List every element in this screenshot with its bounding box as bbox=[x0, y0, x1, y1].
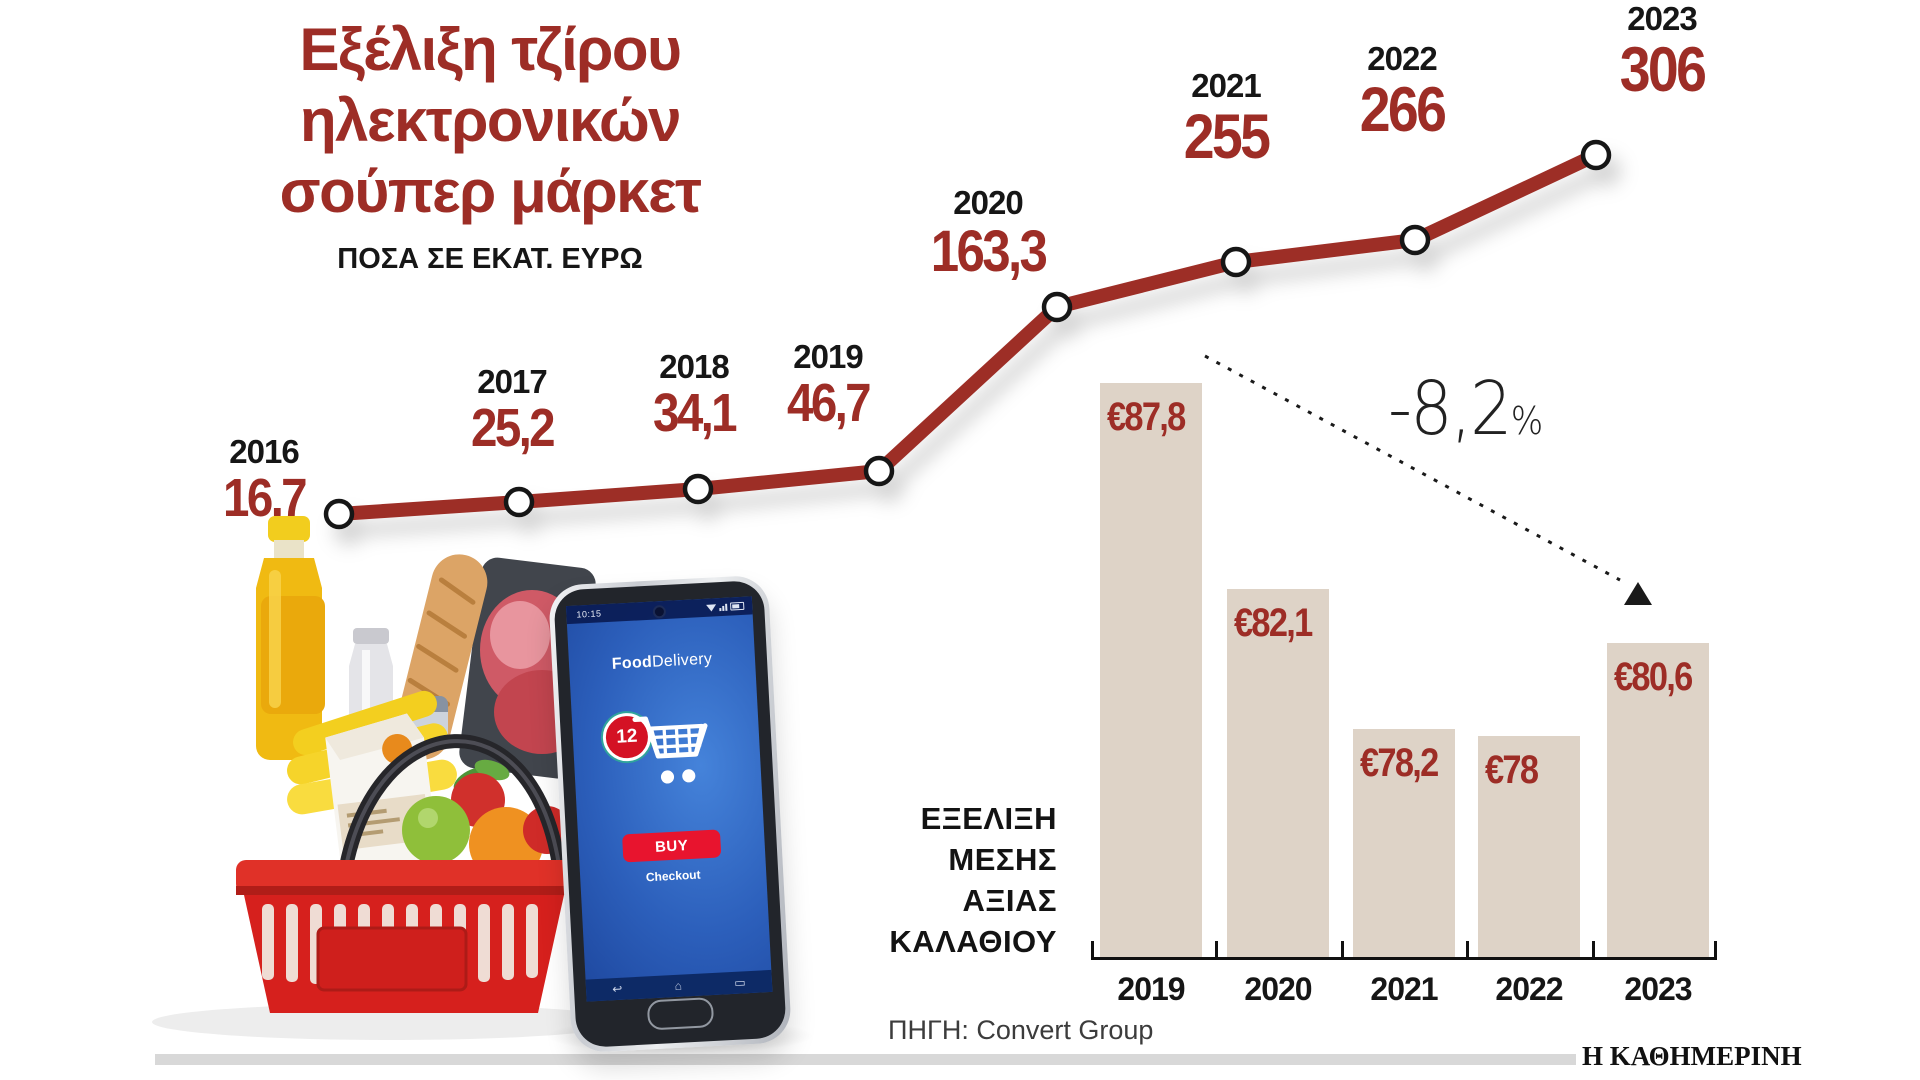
bar: €82,1 bbox=[1227, 589, 1329, 960]
source-credit: ΠΗΓΗ: Convert Group bbox=[888, 1015, 1154, 1045]
footer-divider bbox=[155, 1054, 1576, 1065]
arrowhead-icon bbox=[1624, 582, 1652, 605]
bar-value-label: €80,6 bbox=[1614, 655, 1693, 699]
line-point-label: 2019 46,7 bbox=[781, 338, 874, 431]
line-year-label: 2019 bbox=[793, 338, 863, 375]
checkout-label: Checkout bbox=[645, 867, 701, 885]
home-icon: ⌂ bbox=[674, 978, 683, 993]
bar-year-label: 2020 bbox=[1244, 971, 1312, 1007]
line-year-label: 2018 bbox=[659, 348, 729, 385]
ground-shadow bbox=[152, 1004, 620, 1040]
battery-icon bbox=[730, 601, 745, 611]
line-value-label: 266 bbox=[1359, 75, 1447, 145]
axis-tick bbox=[1714, 941, 1717, 960]
line-year-label: 2020 bbox=[953, 184, 1023, 221]
axis-tick bbox=[1341, 941, 1344, 960]
line-value-label: 34,1 bbox=[653, 383, 738, 443]
line-year-label: 2017 bbox=[477, 363, 547, 400]
percent-sign: % bbox=[1510, 399, 1544, 443]
line-value-label: 306 bbox=[1619, 35, 1707, 105]
chart-units-subtitle: ΠΟΣΑ ΣΕ ΕΚΑΤ. ΕΥΡΩ bbox=[337, 243, 643, 275]
bar: €78 bbox=[1478, 736, 1580, 960]
axis-tick bbox=[1592, 941, 1595, 960]
bar-year-label: 2022 bbox=[1495, 971, 1563, 1007]
buy-button: BUY bbox=[622, 829, 722, 863]
data-point-marker bbox=[1580, 139, 1612, 171]
line-value-label: 25,2 bbox=[471, 398, 556, 458]
line-year-label: 2016 bbox=[229, 433, 299, 470]
bar-chart-caption: ΕΞΕΛΙΞΗ ΜΕΣΗΣ ΑΞΙΑΣ ΚΑΛΑΘΙΟΥ bbox=[889, 798, 1057, 962]
line-year-label: 2023 bbox=[1627, 0, 1697, 37]
oil-bottle bbox=[256, 516, 325, 760]
bar-year-label: 2023 bbox=[1624, 971, 1692, 1007]
caption-line: ΜΕΣΗΣ bbox=[948, 842, 1057, 877]
bar-value-label: €87,8 bbox=[1107, 395, 1186, 439]
line-point-label: 2023 306 bbox=[1614, 0, 1710, 102]
line-point-label: 2017 25,2 bbox=[465, 363, 558, 456]
line-value-label: 255 bbox=[1183, 102, 1271, 172]
axis-tick bbox=[1466, 941, 1469, 960]
data-point-marker bbox=[1220, 246, 1252, 278]
glass-bottle bbox=[349, 628, 393, 720]
bar: €78,2 bbox=[1353, 729, 1455, 960]
green-apple bbox=[402, 796, 470, 864]
status-time: 10:15 bbox=[576, 608, 602, 620]
bar: €87,8 bbox=[1100, 383, 1202, 960]
data-point-marker bbox=[1399, 224, 1431, 256]
newspaper-logo: Η ΚΑΘΗΜΕΡΙΝΗ bbox=[1582, 1041, 1802, 1071]
smartphone: 10:15 FoodDelivery 12 BU bbox=[547, 574, 793, 1054]
app-title: FoodDelivery bbox=[611, 650, 713, 673]
bar-value-label: €78,2 bbox=[1360, 741, 1439, 785]
bar-value-label: €82,1 bbox=[1234, 601, 1313, 645]
basket-rim bbox=[236, 860, 572, 894]
line-point-label: 2021 255 bbox=[1178, 67, 1274, 169]
bar-chart-axis bbox=[1091, 957, 1717, 960]
data-point-marker bbox=[863, 455, 895, 487]
bar-value-label: €78 bbox=[1485, 748, 1539, 792]
bar-year-label: 2019 bbox=[1117, 971, 1185, 1007]
basket-front-plate bbox=[316, 926, 468, 992]
line-point-label: 2018 34,1 bbox=[647, 348, 740, 441]
bar: €80,6 bbox=[1607, 643, 1709, 960]
phone-screen: 10:15 FoodDelivery 12 BU bbox=[565, 596, 773, 1002]
grocery-basket-photo bbox=[152, 516, 620, 1040]
caption-line: ΕΞΕΛΙΞΗ bbox=[920, 801, 1057, 836]
decline-value: -8,2 bbox=[1388, 366, 1513, 452]
phone-nav-bar: ↩ ⌂ ▭ bbox=[585, 969, 773, 1002]
meat bbox=[490, 601, 550, 669]
axis-tick bbox=[1091, 941, 1094, 960]
line-value-label: 46,7 bbox=[787, 373, 872, 433]
caption-line: ΚΑΛΑΘΙΟΥ bbox=[889, 924, 1057, 959]
title-line: ηλεκτρονικών bbox=[299, 87, 682, 154]
line-point-label: 2020 163,3 bbox=[923, 184, 1053, 281]
phone-bezel: 10:15 FoodDelivery 12 BU bbox=[553, 579, 787, 1049]
line-year-label: 2021 bbox=[1191, 67, 1261, 104]
recents-icon: ▭ bbox=[733, 975, 747, 990]
title-line: σούπερ μάρκετ bbox=[279, 158, 702, 225]
data-point-marker bbox=[1041, 291, 1073, 323]
axis-tick bbox=[1215, 941, 1218, 960]
caption-line: ΑΞΙΑΣ bbox=[962, 883, 1057, 918]
shopping-cart-icon bbox=[632, 716, 708, 784]
line-value-label: 163,3 bbox=[930, 219, 1048, 284]
back-icon: ↩ bbox=[611, 981, 623, 997]
home-button bbox=[646, 997, 715, 1031]
decline-annotation: -8,2% bbox=[1388, 366, 1543, 452]
bar-year-label: 2021 bbox=[1370, 971, 1438, 1007]
line-point-label: 2022 266 bbox=[1354, 40, 1450, 142]
line-year-label: 2022 bbox=[1367, 40, 1437, 77]
page-title: Εξέλιξη τζίρου ηλεκτρονικών σούπερ μάρκε… bbox=[250, 14, 730, 227]
signal-icon bbox=[719, 603, 728, 611]
title-line: Εξέλιξη τζίρου bbox=[299, 16, 682, 83]
data-point-marker bbox=[682, 473, 714, 505]
wifi-icon bbox=[706, 603, 717, 612]
